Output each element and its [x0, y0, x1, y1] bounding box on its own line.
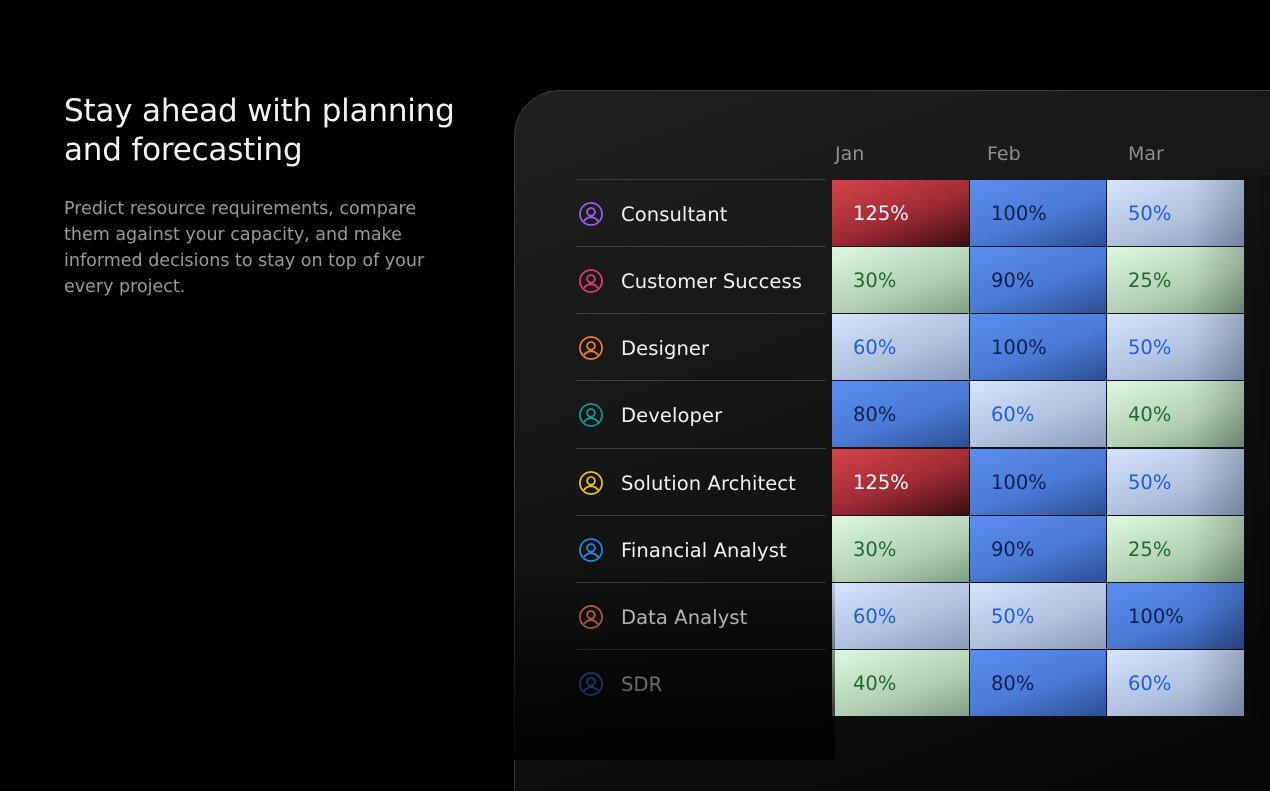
role-row-customer-success[interactable]: Customer Success — [578, 267, 802, 295]
user-circle-icon — [578, 335, 604, 361]
forecast-cell[interactable]: 100% — [970, 314, 1106, 380]
row-divider — [576, 313, 826, 314]
role-label: Data Analyst — [621, 605, 748, 629]
forecast-cell[interactable]: 25% — [1107, 516, 1244, 582]
user-circle-icon — [578, 268, 604, 294]
forecast-cell[interactable]: 60% — [1107, 650, 1244, 716]
role-label: Consultant — [621, 202, 728, 226]
forecast-cell[interactable]: 125% — [832, 449, 969, 515]
row-divider — [576, 448, 826, 449]
forecast-cell[interactable]: 50% — [1107, 449, 1244, 515]
role-row-consultant[interactable]: Consultant — [578, 200, 727, 228]
forecast-cell[interactable]: 50% — [1107, 314, 1244, 380]
forecast-cell[interactable]: 50% — [970, 583, 1106, 649]
user-circle-icon — [578, 671, 604, 697]
row-divider — [576, 515, 826, 516]
forecast-cell[interactable]: 30% — [832, 247, 969, 313]
role-row-developer[interactable]: Developer — [578, 401, 722, 429]
user-circle-icon — [578, 402, 604, 428]
role-label: Customer Success — [621, 269, 803, 293]
hero-description: Predict resource requirements, compare t… — [64, 199, 425, 297]
forecast-cell[interactable]: 50% — [1107, 180, 1244, 246]
forecast-cell[interactable]: 90% — [970, 247, 1106, 313]
role-row-data-analyst[interactable]: Data Analyst — [578, 603, 747, 631]
role-label: Developer — [621, 403, 723, 427]
role-label: SDR — [621, 672, 663, 696]
row-divider — [576, 649, 826, 650]
row-divider — [576, 179, 826, 180]
forecast-cell[interactable]: 80% — [970, 650, 1106, 716]
forecast-cell[interactable]: 80% — [832, 381, 969, 447]
role-row-designer[interactable]: Designer — [578, 334, 709, 362]
forecast-cell[interactable]: 100% — [970, 449, 1106, 515]
row-divider — [576, 246, 826, 247]
user-circle-icon — [578, 201, 604, 227]
forecast-cell[interactable]: 40% — [832, 650, 969, 716]
forecast-cell[interactable]: 25% — [1107, 247, 1244, 313]
role-label: Designer — [621, 336, 710, 360]
user-circle-icon — [578, 604, 604, 630]
month-header-jan: Jan — [835, 143, 865, 165]
forecast-cell[interactable]: 60% — [832, 314, 969, 380]
forecast-cell[interactable]: 90% — [970, 516, 1106, 582]
user-circle-icon — [578, 537, 604, 563]
role-row-financial-analyst[interactable]: Financial Analyst — [578, 536, 787, 564]
month-header-mar: Mar — [1128, 143, 1164, 165]
role-row-solution-architect[interactable]: Solution Architect — [578, 469, 796, 497]
user-circle-icon — [578, 470, 604, 496]
role-row-sdr[interactable]: SDR — [578, 670, 662, 698]
forecast-cell[interactable]: 30% — [832, 516, 969, 582]
forecast-cell[interactable]: 100% — [1107, 583, 1244, 649]
month-header-feb: Feb — [987, 143, 1021, 165]
row-divider — [576, 380, 826, 381]
forecast-cell[interactable]: 100% — [970, 180, 1106, 246]
forecast-cell[interactable]: 60% — [832, 583, 969, 649]
forecast-cell[interactable]: 125% — [832, 180, 969, 246]
hero-title: Stay ahead with planning and forecasting — [64, 93, 455, 168]
forecast-cell[interactable]: 60% — [970, 381, 1106, 447]
role-label: Solution Architect — [621, 471, 796, 495]
forecast-cell[interactable]: 40% — [1107, 381, 1244, 447]
row-divider — [576, 582, 826, 583]
role-label: Financial Analyst — [621, 538, 787, 562]
